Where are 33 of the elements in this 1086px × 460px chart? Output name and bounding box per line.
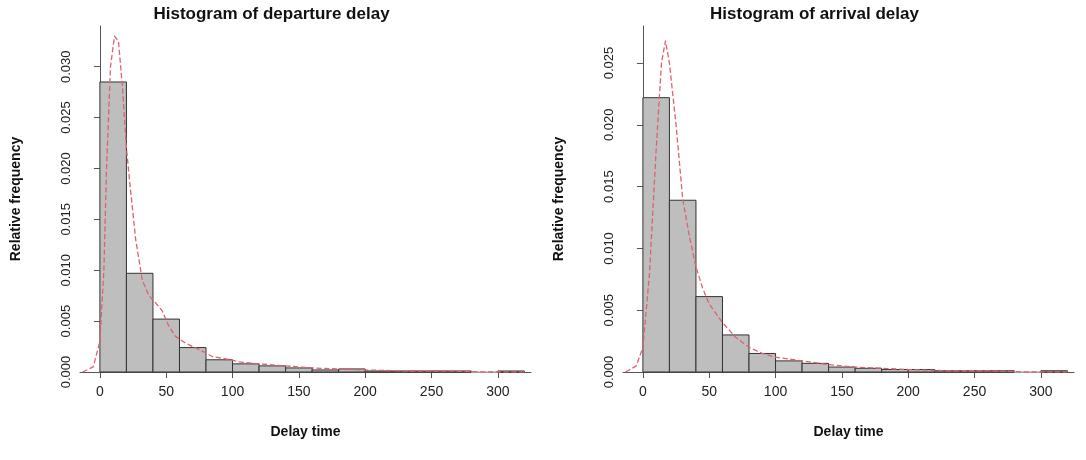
- x-tick-label: 150: [830, 383, 854, 399]
- x-tick-label: 250: [962, 383, 987, 399]
- y-tick-label: 0.020: [601, 108, 616, 142]
- y-axis-title: Relative frequency: [550, 136, 566, 262]
- y-tick-label: 0.010: [58, 253, 73, 287]
- chart-title: Histogram of departure delay: [153, 4, 391, 23]
- y-tick-label: 0.000: [58, 355, 73, 389]
- x-tick-label: 150: [287, 383, 311, 399]
- y-tick-label: 0.005: [58, 304, 73, 338]
- x-tick-label: 50: [158, 383, 175, 399]
- y-tick-label: 0.010: [601, 232, 616, 265]
- x-axis-title: Delay time: [813, 423, 884, 439]
- y-tick-label: 0.025: [601, 46, 616, 80]
- x-tick-label: 100: [220, 383, 245, 399]
- x-tick-label: 0: [96, 383, 104, 399]
- x-tick-label: 300: [486, 383, 510, 399]
- x-tick-label: 100: [763, 383, 788, 399]
- x-tick-label: 200: [896, 383, 921, 399]
- x-tick-label: 0: [639, 383, 647, 399]
- y-tick-label: 0.005: [601, 293, 616, 327]
- y-tick-label: 0.015: [601, 170, 616, 203]
- x-axis-title: Delay time: [270, 423, 341, 439]
- y-axis-title: Relative frequency: [7, 136, 23, 262]
- y-tick-label: 0.020: [58, 152, 73, 185]
- x-tick-label: 250: [419, 383, 444, 399]
- y-tick-label: 0.025: [58, 101, 73, 134]
- chart-title: Histogram of arrival delay: [710, 4, 920, 23]
- y-tick-label: 0.030: [58, 50, 73, 83]
- x-tick-label: 50: [701, 383, 718, 399]
- x-tick-label: 300: [1029, 383, 1053, 399]
- x-tick-label: 200: [353, 383, 378, 399]
- y-tick-label: 0.015: [58, 203, 73, 236]
- y-tick-label: 0.000: [601, 355, 616, 389]
